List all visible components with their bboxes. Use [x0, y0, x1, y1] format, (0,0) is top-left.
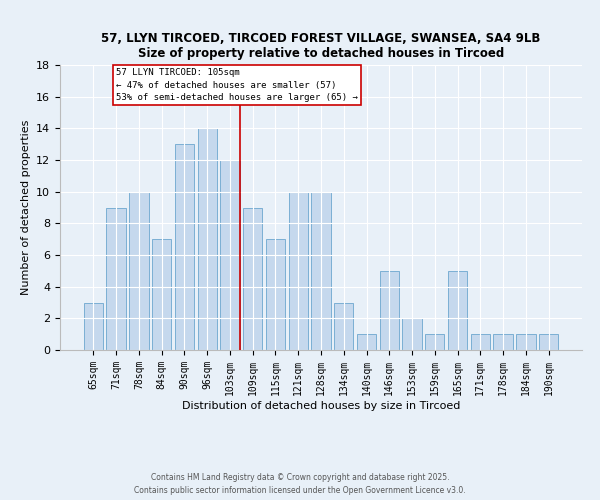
Bar: [334, 302, 353, 350]
Text: 57 LLYN TIRCOED: 105sqm
← 47% of detached houses are smaller (57)
53% of semi-de: 57 LLYN TIRCOED: 105sqm ← 47% of detache…: [116, 68, 358, 102]
Bar: [403, 318, 422, 350]
Bar: [243, 208, 262, 350]
Bar: [289, 192, 308, 350]
Bar: [493, 334, 513, 350]
Bar: [516, 334, 536, 350]
Bar: [266, 239, 285, 350]
Bar: [152, 239, 172, 350]
Bar: [448, 271, 467, 350]
Bar: [470, 334, 490, 350]
Bar: [539, 334, 558, 350]
Bar: [425, 334, 445, 350]
Y-axis label: Number of detached properties: Number of detached properties: [20, 120, 31, 295]
Title: 57, LLYN TIRCOED, TIRCOED FOREST VILLAGE, SWANSEA, SA4 9LB
Size of property rela: 57, LLYN TIRCOED, TIRCOED FOREST VILLAGE…: [101, 32, 541, 60]
Bar: [357, 334, 376, 350]
Bar: [220, 160, 239, 350]
Text: Contains HM Land Registry data © Crown copyright and database right 2025.
Contai: Contains HM Land Registry data © Crown c…: [134, 474, 466, 495]
Bar: [197, 128, 217, 350]
Bar: [129, 192, 149, 350]
Bar: [84, 302, 103, 350]
Bar: [311, 192, 331, 350]
Bar: [175, 144, 194, 350]
Bar: [106, 208, 126, 350]
X-axis label: Distribution of detached houses by size in Tircoed: Distribution of detached houses by size …: [182, 400, 460, 410]
Bar: [380, 271, 399, 350]
